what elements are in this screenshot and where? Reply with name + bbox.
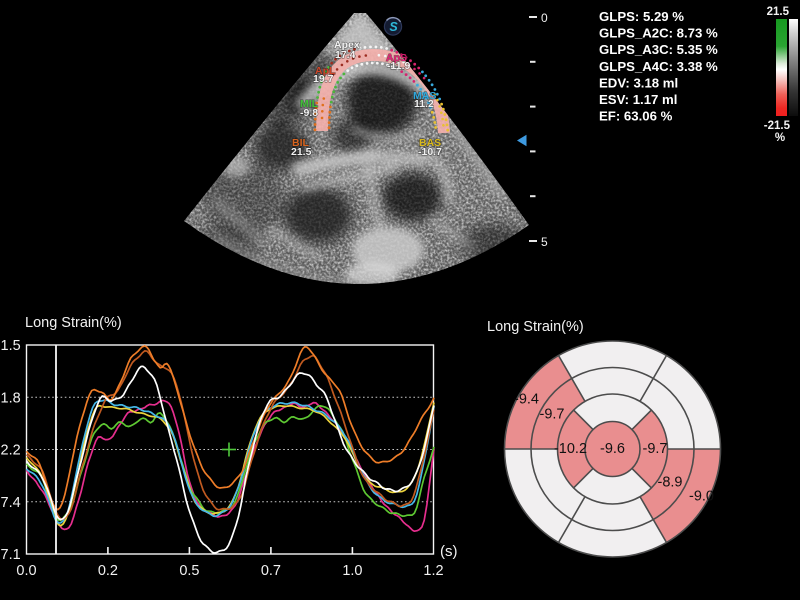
svg-text:21.5: 21.5	[767, 6, 790, 18]
svg-text:-9.8: -9.8	[300, 107, 318, 119]
svg-text:GLPS_A4C: 3.38 %: GLPS_A4C: 3.38 %	[599, 59, 718, 74]
svg-text:-11.9: -11.9	[387, 60, 411, 72]
svg-text:(s): (s)	[440, 543, 458, 560]
svg-text:%: %	[775, 132, 785, 144]
svg-text:ApS: ApS	[386, 52, 407, 64]
svg-text:-8.9: -8.9	[658, 475, 683, 491]
svg-text:-10.2: -10.2	[554, 441, 587, 457]
svg-text:1.0: 1.0	[342, 563, 362, 579]
svg-text:EDV: 3.18 ml: EDV: 3.18 ml	[599, 75, 678, 90]
svg-text:0.2: 0.2	[98, 563, 118, 579]
svg-text:19.7: 19.7	[313, 73, 334, 85]
svg-text:BIL: BIL	[292, 137, 310, 149]
svg-text:1.8: 1.8	[1, 391, 21, 407]
svg-text:-9.6: -9.6	[600, 441, 625, 457]
svg-text:0.0: 0.0	[16, 563, 36, 579]
svg-text:GLPS_A2C: 8.73 %: GLPS_A2C: 8.73 %	[599, 26, 718, 41]
svg-text:-21.5: -21.5	[764, 120, 791, 132]
svg-text:2.2: 2.2	[1, 443, 21, 459]
svg-text:Apex: Apex	[334, 39, 360, 51]
svg-text:MAS: MAS	[413, 90, 436, 102]
svg-text:0.5: 0.5	[179, 563, 199, 579]
svg-text:-9.4: -9.4	[514, 392, 539, 408]
svg-text:Long Strain(%): Long Strain(%)	[487, 319, 584, 335]
svg-text:-9.0: -9.0	[689, 489, 714, 505]
svg-text:ESV: 1.17 ml: ESV: 1.17 ml	[599, 92, 677, 107]
svg-text:MIL: MIL	[300, 98, 319, 110]
svg-text:ApL: ApL	[315, 65, 336, 77]
svg-text:-9.7: -9.7	[643, 441, 668, 457]
svg-text:-9.7: -9.7	[540, 407, 565, 423]
svg-text:S: S	[389, 20, 398, 34]
svg-text:7.1: 7.1	[1, 547, 21, 563]
svg-text:EF: 63.06 %: EF: 63.06 %	[599, 109, 673, 124]
svg-text:5: 5	[541, 235, 548, 249]
svg-text:0: 0	[541, 11, 548, 25]
svg-text:0.7: 0.7	[261, 563, 281, 579]
svg-text:7.4: 7.4	[1, 495, 21, 511]
svg-text:17.4: 17.4	[335, 49, 356, 61]
svg-text:BAS: BAS	[419, 137, 441, 149]
svg-text:11.2: 11.2	[414, 98, 434, 110]
svg-text:GLPS: 5.29 %: GLPS: 5.29 %	[599, 9, 684, 24]
svg-text:Long Strain(%): Long Strain(%)	[25, 315, 122, 331]
svg-text:-10.7: -10.7	[418, 146, 442, 158]
svg-text:1.5: 1.5	[1, 338, 21, 354]
svg-text:1.2: 1.2	[423, 563, 443, 579]
svg-text:21.5: 21.5	[291, 146, 312, 158]
svg-text:GLPS_A3C: 5.35 %: GLPS_A3C: 5.35 %	[599, 42, 718, 57]
